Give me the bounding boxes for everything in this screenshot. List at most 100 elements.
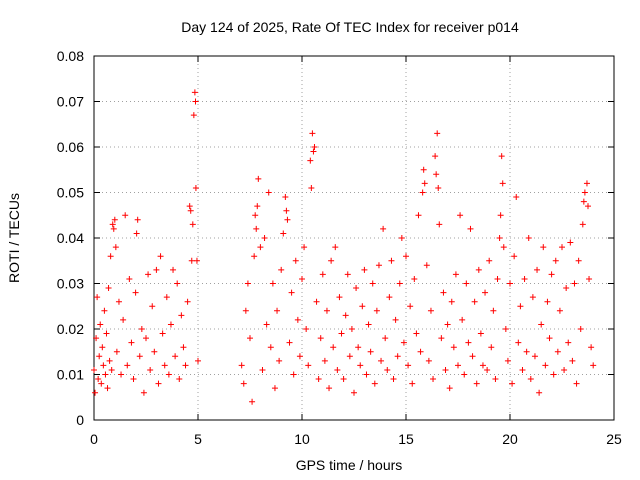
data-point — [420, 166, 427, 173]
data-point — [450, 344, 457, 351]
data-point — [380, 225, 387, 232]
data-point — [97, 321, 104, 328]
y-tick-label: 0 — [76, 412, 84, 428]
y-tick-label: 0.03 — [57, 276, 84, 292]
data-point — [515, 339, 522, 346]
data-point — [290, 371, 297, 378]
data-point — [359, 303, 366, 310]
data-point — [178, 312, 185, 319]
data-point — [172, 353, 179, 360]
data-point — [99, 344, 106, 351]
data-point — [133, 230, 140, 237]
data-point — [288, 289, 295, 296]
data-point — [299, 275, 305, 282]
data-point — [498, 153, 505, 160]
data-point — [138, 326, 145, 332]
data-point — [276, 357, 283, 364]
axis-ticks: 0 0.01 0.02 0.03 0.04 0.05 0.06 0.07 0.08 0 5 10 15 2… — [57, 48, 622, 447]
data-point — [365, 321, 372, 328]
data-point — [403, 253, 409, 260]
data-point — [109, 221, 116, 228]
data-point — [190, 112, 197, 119]
data-point — [254, 203, 261, 210]
data-point — [479, 362, 486, 369]
data-point — [540, 244, 547, 251]
data-point — [113, 348, 120, 355]
data-point — [459, 316, 466, 323]
data-point — [392, 316, 399, 323]
data-point — [132, 289, 139, 296]
data-point — [134, 216, 141, 223]
y-tick-label: 0.02 — [57, 321, 84, 337]
data-point — [548, 271, 555, 278]
data-point — [170, 266, 177, 273]
data-point — [455, 362, 461, 369]
data-point — [378, 357, 385, 364]
data-point — [253, 225, 260, 232]
data-point — [101, 307, 108, 314]
data-point — [238, 362, 245, 369]
data-point — [590, 362, 597, 369]
data-point — [95, 376, 102, 383]
data-point — [149, 303, 156, 310]
data-point — [521, 275, 528, 282]
data-point — [502, 326, 509, 332]
data-point — [106, 357, 113, 364]
data-point — [294, 316, 301, 323]
data-point — [308, 184, 315, 191]
data-point — [330, 344, 337, 351]
data-point — [556, 307, 563, 314]
data-point — [247, 335, 253, 342]
data-point — [585, 203, 591, 210]
data-point — [251, 253, 258, 260]
data-point — [396, 280, 403, 287]
data-point — [296, 353, 303, 360]
data-point — [367, 348, 374, 355]
data-point — [193, 257, 200, 264]
y-tick-label: 0.04 — [57, 230, 84, 246]
data-point — [282, 194, 289, 201]
y-tick-label: 0.01 — [57, 367, 84, 383]
data-point — [286, 339, 293, 346]
data-point — [394, 353, 401, 360]
data-point — [271, 385, 278, 392]
data-point — [249, 398, 256, 405]
data-point — [159, 330, 166, 337]
data-point — [240, 380, 247, 387]
data-point — [130, 376, 137, 383]
data-point — [463, 280, 470, 287]
data-point — [313, 298, 320, 305]
data-point — [373, 307, 380, 314]
data-point — [167, 321, 174, 328]
data-point — [511, 253, 518, 260]
data-point — [157, 253, 164, 260]
data-point — [494, 275, 501, 282]
data-point — [571, 280, 578, 287]
data-point — [147, 366, 154, 373]
grid-lines — [94, 56, 614, 420]
data-point — [565, 339, 572, 346]
data-point — [386, 294, 393, 301]
data-point — [513, 194, 520, 201]
data-point — [346, 353, 353, 360]
data-point — [469, 353, 476, 360]
data-point — [187, 207, 194, 214]
data-point — [536, 389, 543, 396]
data-point — [484, 366, 491, 373]
data-point — [499, 180, 506, 187]
data-point — [554, 348, 561, 355]
data-point — [103, 330, 110, 337]
data-point — [284, 216, 291, 223]
data-point — [504, 357, 511, 364]
data-point — [174, 280, 181, 287]
data-point — [112, 244, 119, 251]
data-point — [259, 366, 266, 373]
data-point — [440, 289, 447, 296]
data-point — [583, 180, 590, 187]
data-point — [580, 198, 587, 205]
data-point — [361, 266, 368, 273]
data-point — [490, 307, 497, 314]
data-point — [586, 275, 593, 282]
data-point — [563, 285, 570, 292]
data-point — [415, 212, 422, 219]
